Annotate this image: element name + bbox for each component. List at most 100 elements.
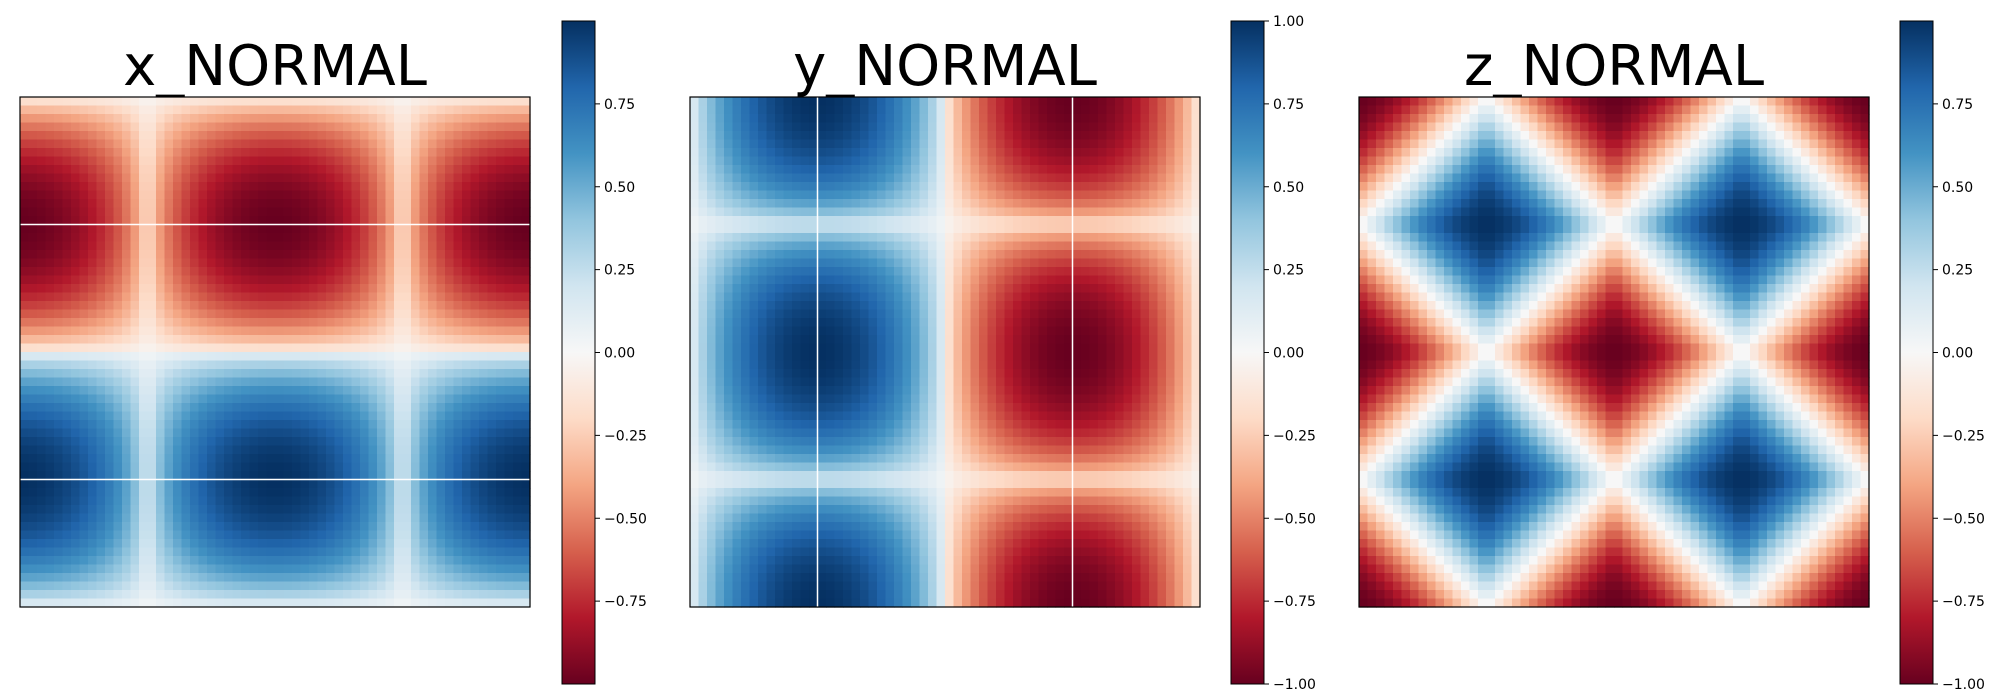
heatmap-cell	[351, 250, 361, 260]
heatmap-cell	[224, 505, 234, 515]
heatmap-cell	[54, 292, 64, 302]
heatmap-cell	[1106, 216, 1116, 226]
heatmap-cell	[62, 445, 72, 455]
heatmap-cell	[496, 462, 506, 472]
heatmap-cell	[462, 556, 472, 566]
heatmap-cell	[513, 352, 523, 362]
heatmap-cell	[79, 139, 89, 149]
heatmap-cell	[317, 335, 327, 345]
heatmap-cell	[1021, 250, 1031, 260]
heatmap-cell	[1021, 122, 1031, 132]
heatmap-cell	[20, 445, 30, 455]
heatmap-cell	[504, 403, 514, 413]
heatmap-cell	[198, 326, 208, 336]
heatmap-cell	[402, 343, 412, 353]
heatmap-cell	[207, 352, 217, 362]
heatmap-cell	[266, 556, 276, 566]
heatmap-cell	[428, 352, 438, 362]
heatmap-cell	[479, 250, 489, 260]
heatmap-cell	[411, 513, 421, 523]
heatmap-cell	[377, 352, 387, 362]
heatmap-cell	[317, 131, 327, 141]
heatmap-cell	[1072, 114, 1082, 124]
heatmap-cell	[851, 165, 861, 175]
heatmap-cell	[96, 165, 106, 175]
heatmap-cell	[513, 530, 523, 540]
heatmap-cell	[1055, 275, 1065, 285]
heatmap-cell	[113, 411, 123, 421]
heatmap-cell	[479, 530, 489, 540]
heatmap-cell	[173, 309, 183, 319]
heatmap-cell	[758, 258, 768, 268]
heatmap-cell	[979, 284, 989, 294]
heatmap-cell	[394, 479, 404, 489]
heatmap-cell	[1191, 199, 1201, 209]
heatmap-cell	[385, 522, 395, 532]
heatmap-cell	[88, 292, 98, 302]
heatmap-cell	[351, 547, 361, 557]
heatmap-cell	[326, 199, 336, 209]
heatmap-cell	[504, 156, 514, 166]
heatmap-cell	[1004, 156, 1014, 166]
heatmap-cell	[402, 258, 412, 268]
heatmap-cell	[953, 139, 963, 149]
heatmap-cell	[71, 479, 81, 489]
heatmap-cell	[1038, 182, 1048, 192]
heatmap-cell	[470, 326, 480, 336]
heatmap-cell	[292, 207, 302, 217]
heatmap-cell	[690, 233, 700, 243]
heatmap-cell	[190, 420, 200, 430]
heatmap-cell	[377, 454, 387, 464]
heatmap-cell	[45, 462, 55, 472]
heatmap-cell	[88, 326, 98, 336]
heatmap-cell	[470, 590, 480, 600]
heatmap-cell	[1140, 105, 1150, 115]
heatmap-cell	[198, 318, 208, 328]
heatmap-cell	[1149, 207, 1159, 217]
heatmap-cell	[445, 394, 455, 404]
heatmap-cell	[860, 267, 870, 277]
heatmap-cell	[334, 165, 344, 175]
heatmap-cell	[521, 182, 531, 192]
heatmap-cell	[164, 97, 174, 107]
heatmap-cell	[224, 309, 234, 319]
heatmap-cell	[953, 173, 963, 183]
heatmap-cell	[326, 284, 336, 294]
heatmap-cell	[411, 403, 421, 413]
heatmap-cell	[402, 505, 412, 515]
heatmap-cell	[428, 556, 438, 566]
heatmap-cell	[164, 122, 174, 132]
heatmap-cell	[936, 139, 946, 149]
heatmap-cell	[54, 131, 64, 141]
heatmap-cell	[139, 377, 149, 387]
heatmap-cell	[800, 216, 810, 226]
heatmap-cell	[402, 224, 412, 234]
heatmap-cell	[156, 386, 166, 396]
heatmap-cell	[445, 301, 455, 311]
heatmap-cell	[1166, 122, 1176, 132]
heatmap-cell	[817, 97, 827, 107]
heatmap-cell	[181, 267, 191, 277]
heatmap-cell	[419, 173, 429, 183]
heatmap-cell	[1098, 199, 1108, 209]
heatmap-cell	[453, 479, 463, 489]
heatmap-cell	[351, 539, 361, 549]
heatmap-cell	[521, 352, 531, 362]
heatmap-cell	[513, 462, 523, 472]
heatmap-cell	[343, 403, 353, 413]
heatmap-cell	[317, 275, 327, 285]
heatmap-cell	[113, 343, 123, 353]
heatmap-cell	[1089, 165, 1099, 175]
heatmap-cell	[173, 386, 183, 396]
heatmap-cell	[113, 369, 123, 379]
heatmap-cell	[20, 454, 30, 464]
heatmap-cell	[190, 156, 200, 166]
heatmap-cell	[419, 513, 429, 523]
heatmap-cell	[479, 564, 489, 574]
heatmap-cell	[181, 462, 191, 472]
heatmap-cell	[453, 97, 463, 107]
heatmap-cell	[275, 386, 285, 396]
heatmap-cell	[724, 233, 734, 243]
heatmap-cell	[198, 284, 208, 294]
heatmap-cell	[275, 284, 285, 294]
